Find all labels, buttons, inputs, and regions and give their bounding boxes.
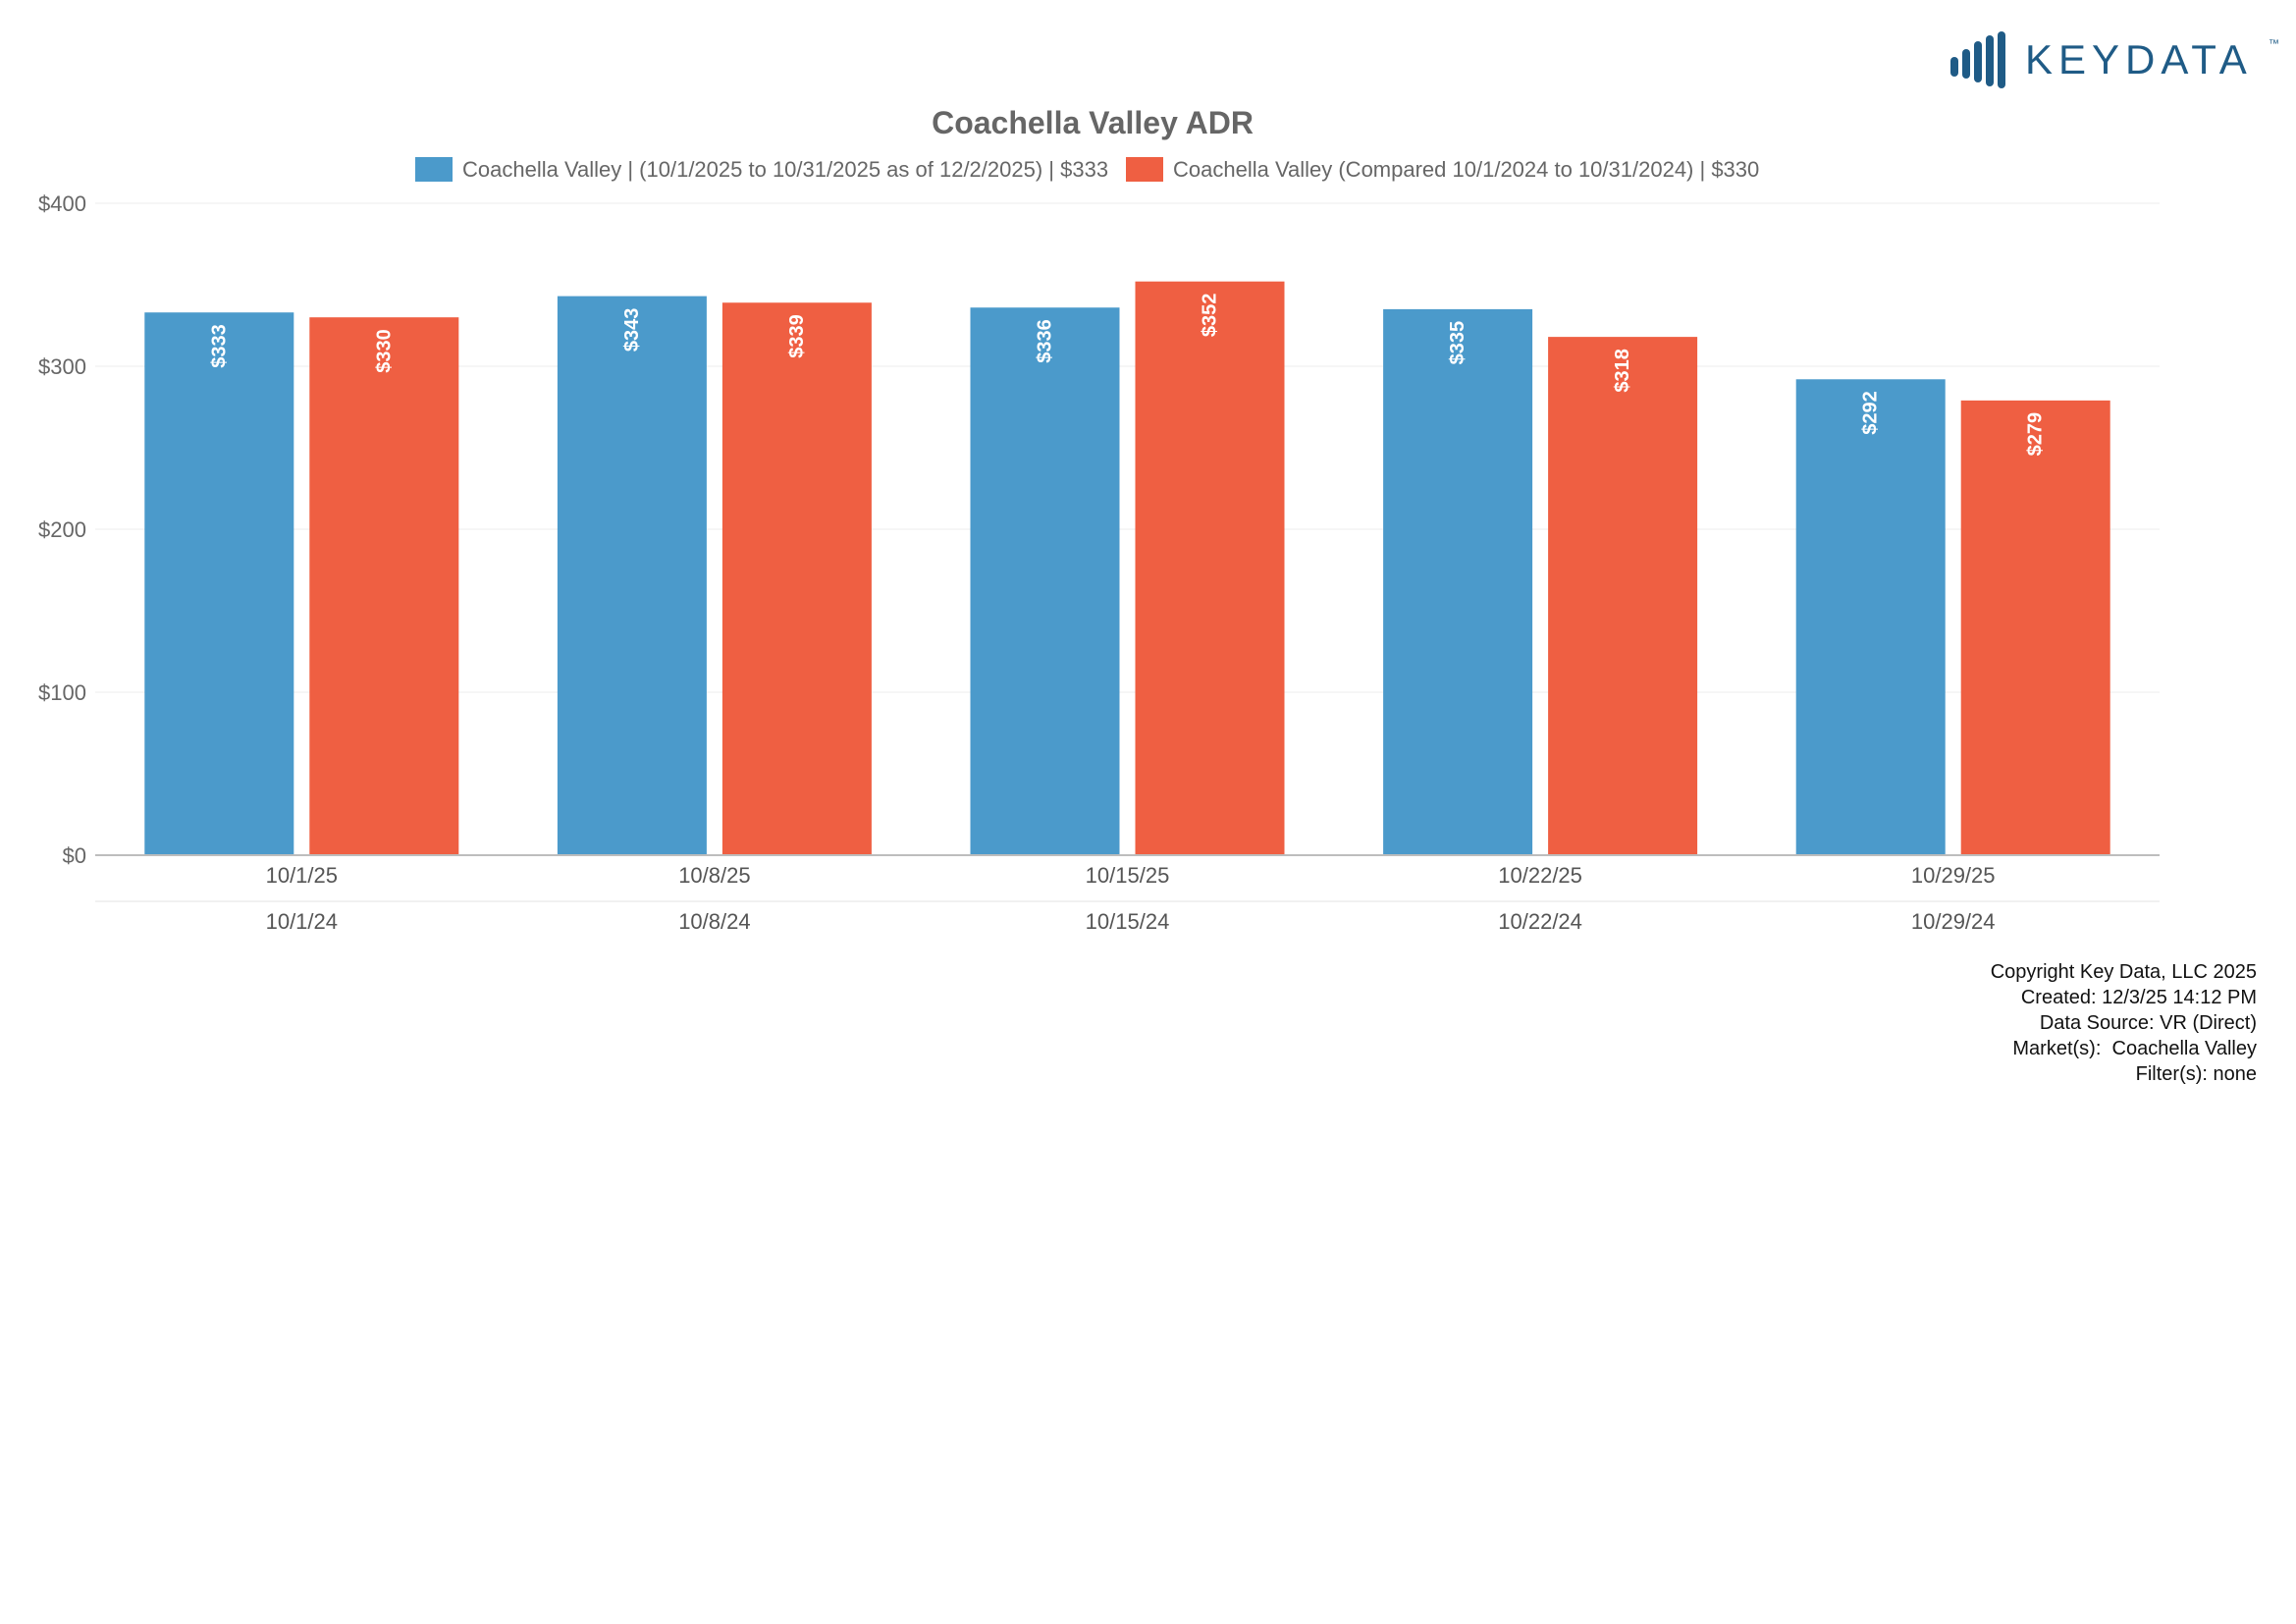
bar-2025-4[interactable] [1383, 308, 1533, 855]
y-axis: $0 $100 $200 $300 $400 [38, 191, 86, 868]
y-tick-label: $400 [38, 191, 86, 216]
legend-item-2024[interactable]: Coachella Valley (Compared 10/1/2024 to … [1126, 157, 1759, 182]
chart-bars [144, 281, 2110, 856]
bar-value-label: $330 [373, 329, 395, 373]
bar-value-label: $343 [621, 308, 643, 352]
y-tick-label: $0 [63, 843, 86, 868]
keydata-logo: KEYDATA ™ [1950, 31, 2279, 88]
x-tick-label-secondary: 10/1/24 [266, 909, 338, 934]
bar-2025-2[interactable] [557, 296, 707, 855]
x-tick-label-secondary: 10/29/24 [1911, 909, 1996, 934]
y-tick-label: $300 [38, 354, 86, 379]
bar-2024-5[interactable] [1960, 400, 2110, 855]
chart-legend: Coachella Valley | (10/1/2025 to 10/31/2… [415, 157, 1759, 182]
bar-value-label: $333 [208, 324, 230, 368]
bar-signal-icon [1950, 31, 2005, 88]
filters-text: Filter(s): none [2135, 1063, 2257, 1085]
chart-title: Coachella Valley ADR [932, 105, 1254, 140]
x-axis: 10/1/25 10/1/24 10/8/25 10/8/24 10/15/25 10/1… [95, 854, 2160, 934]
x-tick-label: 10/1/25 [266, 863, 338, 888]
y-tick-label: $100 [38, 680, 86, 705]
created-text: Created: 12/3/25 14:12 PM [2020, 987, 2257, 1008]
x-tick-label: 10/22/25 [1498, 863, 1582, 888]
x-tick-label-secondary: 10/22/24 [1498, 909, 1582, 934]
markets-text: Market(s): Coachella Valley [2012, 1038, 2257, 1059]
bar-2024-2[interactable] [721, 302, 872, 855]
bar-2025-5[interactable] [1795, 379, 1946, 855]
x-tick-label-secondary: 10/15/24 [1086, 909, 1170, 934]
legend-item-2025[interactable]: Coachella Valley | (10/1/2025 to 10/31/2… [415, 157, 1108, 182]
brand-name: KEYDATA [2025, 36, 2253, 82]
bar-2024-3[interactable] [1135, 281, 1285, 855]
legend-label-2024: Coachella Valley (Compared 10/1/2024 to … [1173, 157, 1759, 182]
trademark-symbol: ™ [2269, 38, 2279, 50]
adr-bar-chart: Coachella Valley ADR Coachella Valley | … [38, 105, 2160, 934]
bar-value-label: $335 [1447, 321, 1468, 365]
bar-value-label: $318 [1612, 349, 1633, 393]
bar-value-label: $336 [1035, 319, 1056, 363]
bar-value-label: $339 [786, 314, 808, 358]
x-tick-label: 10/8/25 [678, 863, 750, 888]
legend-label-2025: Coachella Valley | (10/1/2025 to 10/31/2… [462, 157, 1108, 182]
copyright-text: Copyright Key Data, LLC 2025 [1990, 961, 2257, 983]
data-source-text: Data Source: VR (Direct) [2039, 1012, 2257, 1034]
legend-swatch-2024 [1126, 157, 1163, 182]
x-tick-label-secondary: 10/8/24 [678, 909, 750, 934]
bar-2025-3[interactable] [970, 307, 1120, 855]
y-tick-label: $200 [38, 517, 86, 542]
bar-2024-1[interactable] [309, 317, 459, 855]
legend-swatch-2025 [415, 157, 453, 182]
bar-value-label: $292 [1860, 391, 1882, 435]
x-tick-label: 10/29/25 [1911, 863, 1996, 888]
bar-value-label: $352 [1200, 294, 1221, 338]
bar-value-label: $279 [2025, 412, 2047, 457]
chart-bar-labels: $333 $330 $343 $339 $336 $352 $335 $318 $292 $279 [208, 294, 2046, 457]
bar-2024-4[interactable] [1548, 337, 1698, 855]
bar-2025-1[interactable] [144, 312, 294, 856]
report-footer: Copyright Key Data, LLC 2025 Created: 12… [1668, 959, 2257, 1087]
x-tick-label: 10/15/25 [1086, 863, 1170, 888]
